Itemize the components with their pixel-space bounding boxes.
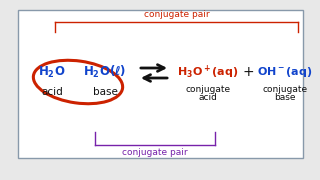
- Text: conjugate: conjugate: [185, 84, 231, 93]
- Text: acid: acid: [41, 87, 63, 97]
- Text: base: base: [274, 93, 296, 102]
- Text: acid: acid: [199, 93, 217, 102]
- Text: $\mathbf{H_2O(\ell)}$: $\mathbf{H_2O(\ell)}$: [83, 64, 127, 80]
- Text: $\mathbf{H_2O}$: $\mathbf{H_2O}$: [38, 64, 66, 80]
- FancyBboxPatch shape: [18, 10, 303, 158]
- Text: conjugate: conjugate: [262, 84, 308, 93]
- Text: conjugate pair: conjugate pair: [144, 10, 209, 19]
- Text: $\mathbf{OH^-(aq)}$: $\mathbf{OH^-(aq)}$: [257, 65, 313, 79]
- Text: base: base: [92, 87, 117, 97]
- Text: +: +: [242, 65, 254, 79]
- Text: $\mathbf{H_3O^+(aq)}$: $\mathbf{H_3O^+(aq)}$: [177, 63, 239, 81]
- Text: conjugate pair: conjugate pair: [122, 148, 188, 157]
